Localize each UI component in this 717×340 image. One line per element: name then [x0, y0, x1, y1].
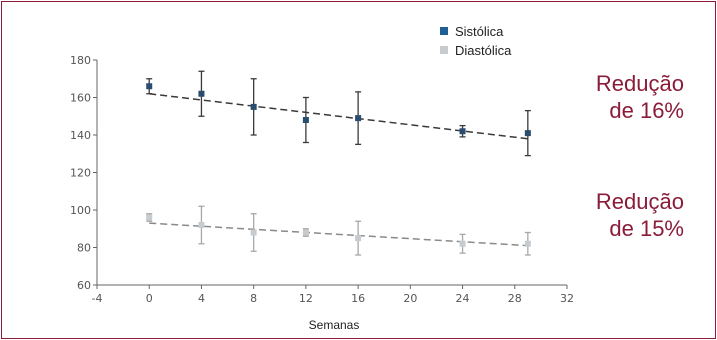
x-tick-label: 0: [146, 292, 153, 305]
trend-line: [149, 93, 528, 140]
data-point: [355, 235, 362, 242]
data-point: [146, 214, 153, 221]
annotation-diastolic: Redução de 15%: [570, 188, 684, 242]
y-tick-label: 160: [70, 92, 91, 105]
y-tick-label: 180: [70, 54, 91, 67]
data-point: [459, 128, 466, 135]
trend-lines: [149, 93, 528, 247]
annotation-diastolic-line1: Redução: [595, 189, 684, 214]
annotation-diastolic-line2: de 15%: [609, 216, 684, 241]
x-ticks: -4 0 4 8 12 16 20 24 28 32: [92, 285, 574, 305]
x-tick-label: 16: [351, 292, 365, 305]
x-tick-label: 4: [198, 292, 205, 305]
data-point: [250, 103, 257, 110]
data-point: [524, 130, 531, 137]
y-tick-label: 120: [70, 167, 91, 180]
y-tick-label: 80: [77, 242, 91, 255]
x-tick-label: 12: [299, 292, 313, 305]
axes: [96, 60, 567, 286]
x-tick-label: -4: [92, 292, 103, 305]
legend-swatch-sistolica: [440, 27, 448, 35]
data-point: [146, 83, 153, 90]
x-tick-label: 24: [456, 292, 470, 305]
y-tick-label: 140: [70, 129, 91, 142]
data-point: [198, 222, 205, 228]
trend-line: [149, 222, 528, 247]
data-points: [146, 83, 531, 247]
legend-label-sistolica: Sistólica: [455, 24, 504, 39]
y-ticks: 60 80 100 120 140 160 180: [70, 54, 97, 292]
data-point: [302, 117, 309, 123]
x-tick-label: 32: [560, 292, 574, 305]
x-axis-label: Semanas: [309, 318, 360, 332]
data-point: [459, 240, 466, 247]
legend: Sistólica Diastólica: [440, 24, 512, 58]
legend-swatch-diastolica: [440, 46, 448, 54]
x-tick-label: 20: [403, 292, 417, 305]
annotation-systolic-line2: de 16%: [609, 98, 684, 123]
annotation-systolic: Redução de 16%: [570, 70, 684, 124]
x-tick-label: 28: [508, 292, 522, 305]
data-point: [355, 115, 362, 122]
legend-label-diastolica: Diastólica: [455, 43, 512, 58]
x-tick-label: 8: [250, 292, 257, 305]
data-point: [250, 229, 257, 236]
y-tick-label: 60: [77, 279, 91, 292]
data-point: [198, 90, 205, 97]
annotation-systolic-line1: Redução: [595, 71, 684, 96]
y-tick-label: 100: [70, 204, 91, 217]
data-point: [302, 229, 309, 236]
data-point: [524, 240, 531, 247]
